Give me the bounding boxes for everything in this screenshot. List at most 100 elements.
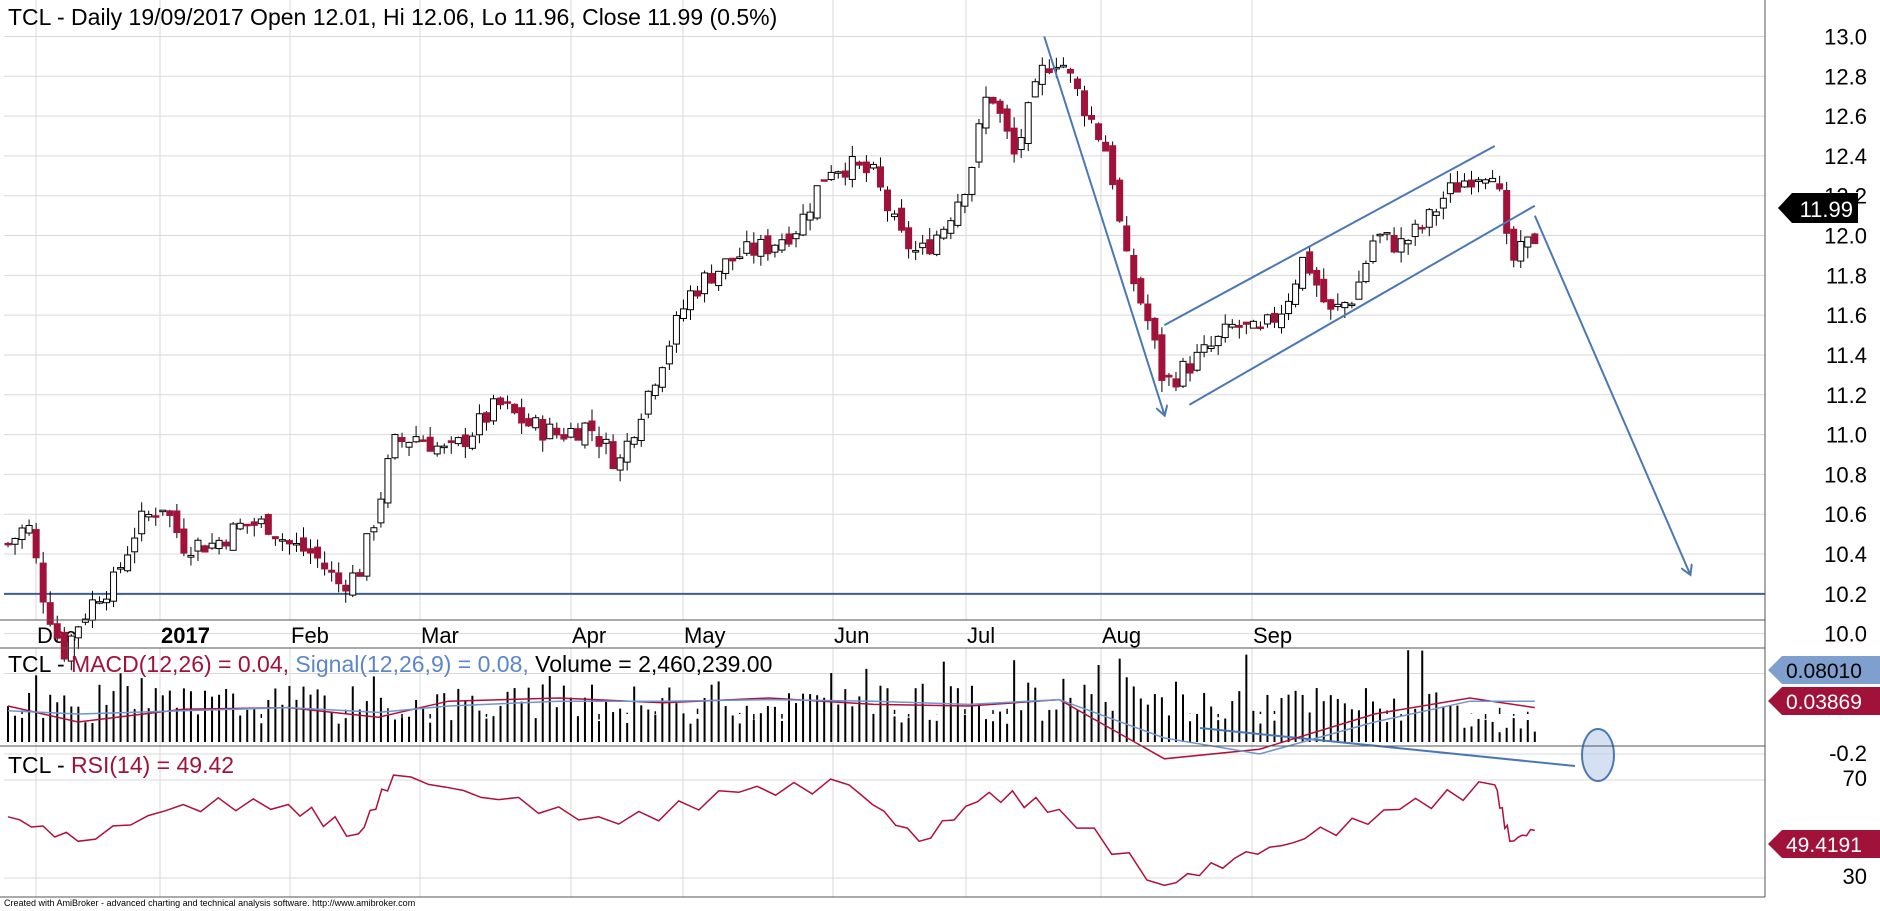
candle-up (869, 163, 877, 169)
candle-up (771, 244, 779, 253)
candle-down (419, 439, 427, 442)
candle-up (623, 440, 631, 463)
candle-down (461, 434, 469, 448)
price-tick-label: 11.2 (1826, 383, 1867, 408)
candle-up (236, 522, 244, 530)
candle-up (567, 428, 575, 438)
candle-up (1376, 233, 1384, 237)
candle-down (201, 545, 209, 553)
candle-down (898, 207, 906, 231)
candle-down (504, 401, 512, 404)
candle-down (173, 510, 181, 534)
candle-down (356, 572, 364, 577)
month-label: Apr (572, 623, 606, 648)
candle-up (475, 413, 483, 436)
candle-up (1446, 182, 1454, 195)
month-label: Sep (1253, 623, 1292, 648)
price-tick-label: 12.0 (1824, 224, 1867, 249)
candle-up (81, 618, 89, 623)
candle-down (335, 572, 343, 585)
candle-up (384, 458, 392, 504)
candle-up (159, 509, 167, 513)
candle-down (1327, 299, 1335, 310)
rsi-line (7, 774, 1535, 887)
candle-down (398, 437, 406, 443)
month-label: May (684, 623, 726, 648)
last-value-tag: 11.99 (1778, 193, 1858, 223)
candle-up (1292, 283, 1300, 305)
price-tick-label: 10.8 (1824, 462, 1867, 487)
candle-up (954, 201, 962, 226)
candle-up (187, 554, 195, 558)
candle-up (138, 510, 146, 535)
candle-up (349, 572, 357, 596)
candle-up (103, 598, 111, 604)
candle-down (300, 537, 308, 552)
candle-down (1390, 234, 1398, 253)
candle-up (1299, 256, 1307, 289)
candle-down (328, 569, 336, 573)
candle-up (1524, 236, 1532, 248)
macd-panel-title: TCL - MACD(12,26) = 0.04, Signal(12,26,9… (8, 651, 772, 677)
candle-down (989, 96, 997, 104)
candle-up (1489, 177, 1497, 183)
candle-up (363, 533, 371, 577)
rsi-panel-title: TCL - RSI(14) = 49.42 (8, 752, 234, 778)
candle-down (595, 436, 603, 447)
candle-up (257, 518, 265, 525)
volume-label: Volume = 2,460,239.00 (535, 651, 772, 677)
candle-down (1123, 225, 1131, 252)
price-panel-title: TCL - Daily 19/09/2017 Open 12.01, Hi 12… (8, 4, 777, 30)
candle-down (750, 242, 758, 256)
candle-up (602, 438, 610, 444)
candle-up (117, 567, 125, 570)
candle-down (1010, 127, 1018, 155)
candle-down (876, 166, 884, 188)
candle-down (996, 100, 1004, 114)
candle-up (131, 537, 139, 553)
candle-down (1453, 182, 1461, 193)
candle-up (827, 171, 835, 181)
candle-down (574, 428, 582, 441)
candle-up (194, 539, 202, 552)
candle-down (588, 420, 596, 432)
price-tick-label: 12.6 (1824, 104, 1867, 129)
rsi-value-tag: 49.4191 (1768, 830, 1880, 858)
candle-down (708, 272, 716, 284)
candle-down (539, 419, 547, 441)
price-tick-label: 12.4 (1824, 144, 1867, 169)
candle-up (25, 524, 33, 534)
candle-down (180, 528, 188, 554)
candle-up (1475, 179, 1483, 182)
candle-down (905, 227, 913, 250)
macd-axis-tick: -0.2 (1829, 741, 1867, 766)
month-label: Jun (834, 623, 869, 648)
candle-up (18, 527, 26, 541)
candle-down (271, 536, 279, 540)
signal-value-tag: 0.08010 (1768, 656, 1880, 684)
candle-down (264, 513, 272, 535)
price-tick-label: 11.6 (1826, 303, 1867, 328)
candle-up (651, 384, 659, 397)
candle-down (1088, 115, 1096, 120)
channel-upper-line (1163, 145, 1496, 327)
candle-up (1179, 360, 1187, 387)
candle-up (95, 601, 103, 604)
candle-down (1045, 68, 1053, 74)
candle-down (1081, 90, 1089, 117)
candle-down (1531, 233, 1539, 245)
month-label: Feb (291, 623, 329, 648)
candle-up (74, 626, 82, 639)
candle-up (736, 256, 744, 260)
candle-up (1059, 64, 1067, 68)
rsi-tick-30: 30 (1843, 864, 1867, 889)
price-tick-label: 11.4 (1826, 343, 1867, 368)
rsi-tick-70: 70 (1843, 766, 1867, 791)
candle-up (912, 250, 920, 253)
candle-down (511, 403, 519, 414)
candle-up (440, 445, 448, 449)
price-tick-label: 10.0 (1824, 622, 1867, 647)
candle-down (785, 233, 793, 245)
candle-down (426, 436, 434, 452)
